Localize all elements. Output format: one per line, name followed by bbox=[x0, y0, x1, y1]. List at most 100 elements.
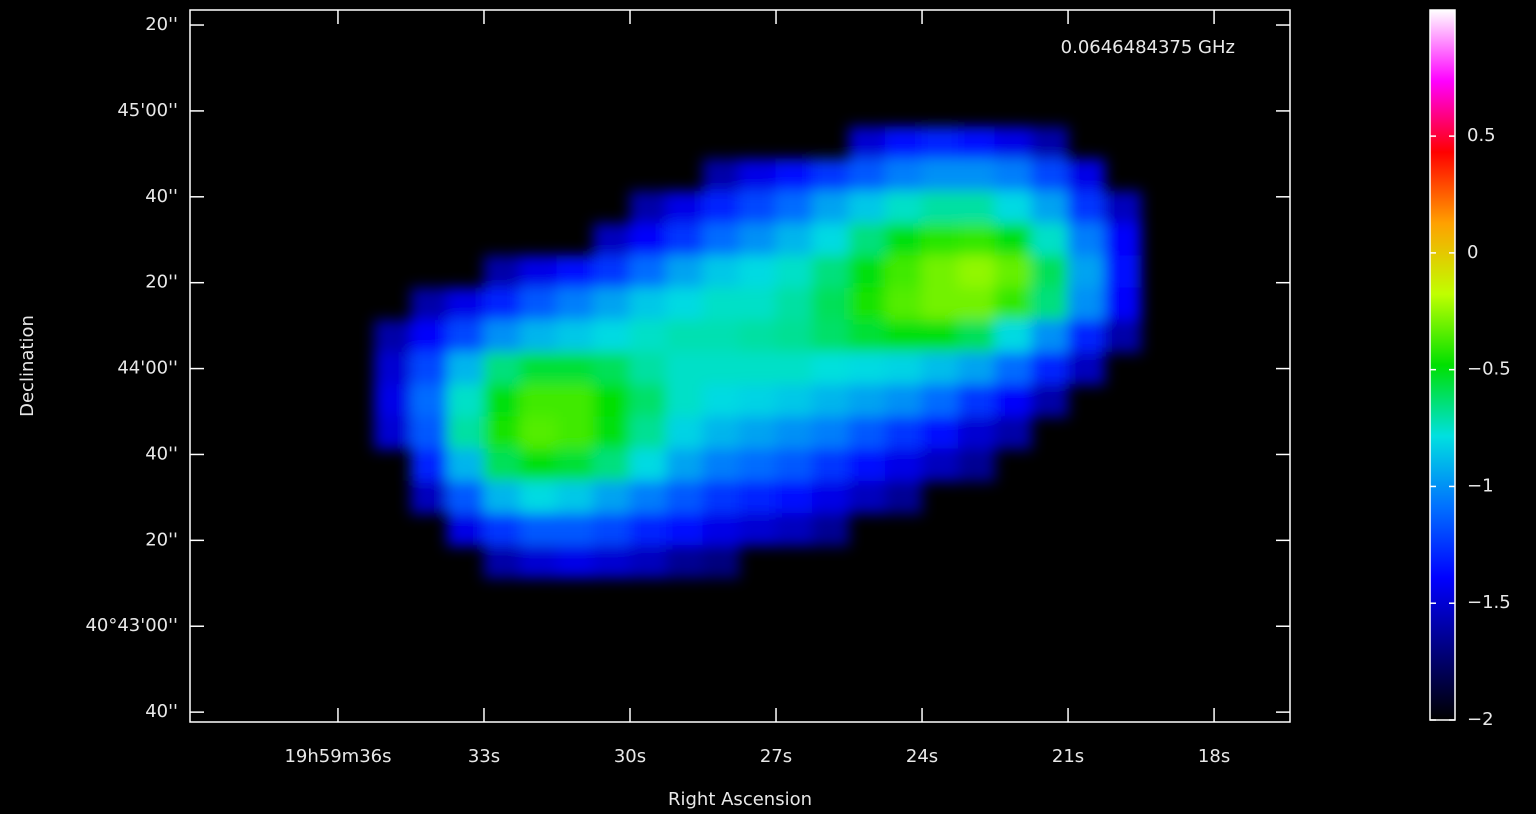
heatmap-cell bbox=[520, 320, 558, 353]
heatmap-cell bbox=[776, 449, 814, 482]
heatmap-cell bbox=[703, 255, 741, 288]
heatmap-cell bbox=[812, 513, 850, 546]
heatmap-cell bbox=[885, 416, 923, 449]
heatmap-cell bbox=[1104, 255, 1142, 288]
heatmap-cell bbox=[703, 449, 741, 482]
heatmap-cell bbox=[447, 416, 485, 449]
heatmap-cell bbox=[958, 288, 996, 321]
heatmap-cell bbox=[849, 288, 887, 321]
x-tick-label: 18s bbox=[1198, 746, 1230, 767]
heatmap-cell bbox=[739, 384, 777, 417]
heatmap-cell bbox=[374, 416, 412, 449]
heatmap-cell bbox=[374, 352, 412, 385]
heatmap-cell bbox=[447, 288, 485, 321]
x-tick-label: 24s bbox=[906, 746, 938, 767]
heatmap-cell bbox=[1068, 223, 1106, 256]
heatmap-cell bbox=[556, 449, 594, 482]
heatmap-cell bbox=[885, 159, 923, 192]
heatmap-cell bbox=[666, 545, 704, 578]
heatmap-cell bbox=[703, 416, 741, 449]
heatmap-cell bbox=[1104, 288, 1142, 321]
heatmap-cell bbox=[593, 416, 631, 449]
colorbar-tick-label: 0.5 bbox=[1467, 125, 1496, 146]
heatmap-cell bbox=[922, 223, 960, 256]
colorbar bbox=[1430, 10, 1455, 720]
heatmap-cell bbox=[520, 449, 558, 482]
heatmap-cell bbox=[447, 449, 485, 482]
heatmap-cell bbox=[1031, 320, 1069, 353]
heatmap-cell bbox=[995, 255, 1033, 288]
heatmap-cell bbox=[739, 288, 777, 321]
heatmap-cell bbox=[739, 191, 777, 224]
heatmap-cell bbox=[958, 449, 996, 482]
heatmap-cell bbox=[556, 255, 594, 288]
x-tick-label: 30s bbox=[614, 746, 646, 767]
heatmap-cell bbox=[812, 223, 850, 256]
heatmap-cell bbox=[520, 255, 558, 288]
heatmap-cell bbox=[666, 449, 704, 482]
heatmap-cell bbox=[739, 481, 777, 514]
heatmap-cell bbox=[849, 449, 887, 482]
heatmap-cell bbox=[666, 320, 704, 353]
heatmap-cell bbox=[447, 352, 485, 385]
heatmap-cell bbox=[958, 320, 996, 353]
heatmap-cell bbox=[703, 384, 741, 417]
heatmap-cell bbox=[885, 255, 923, 288]
heatmap-cell bbox=[958, 352, 996, 385]
chart: 0.0646484375 GHz Right Ascension Declina… bbox=[0, 0, 1536, 814]
heatmap-cell bbox=[922, 127, 960, 160]
heatmap-cell bbox=[666, 481, 704, 514]
heatmap-cell bbox=[630, 255, 668, 288]
heatmap-cell bbox=[812, 288, 850, 321]
heatmap-cell bbox=[520, 384, 558, 417]
heatmap-cell bbox=[739, 449, 777, 482]
heatmap-cell bbox=[593, 384, 631, 417]
heatmap-cell bbox=[483, 288, 521, 321]
heatmap-cell bbox=[1068, 352, 1106, 385]
heatmap-cell bbox=[812, 159, 850, 192]
y-tick-label: 45'00'' bbox=[117, 100, 178, 121]
heatmap-cell bbox=[1031, 288, 1069, 321]
heatmap-cell bbox=[447, 513, 485, 546]
heatmap-cell bbox=[483, 320, 521, 353]
heatmap-cell bbox=[812, 416, 850, 449]
heatmap-cell bbox=[703, 288, 741, 321]
heatmap-cell bbox=[556, 545, 594, 578]
heatmap-cell bbox=[739, 223, 777, 256]
heatmap-cell bbox=[922, 384, 960, 417]
heatmap-cell bbox=[703, 481, 741, 514]
heatmap-cell bbox=[1068, 191, 1106, 224]
y-tick-label: 40'' bbox=[145, 186, 178, 207]
heatmap-cell bbox=[776, 352, 814, 385]
heatmap-cell bbox=[666, 255, 704, 288]
heatmap-cell bbox=[922, 449, 960, 482]
heatmap-cell bbox=[849, 416, 887, 449]
heatmap-cell bbox=[630, 513, 668, 546]
heatmap-cell bbox=[885, 449, 923, 482]
heatmap-cell bbox=[483, 416, 521, 449]
heatmap-cell bbox=[922, 255, 960, 288]
heatmap-cell bbox=[374, 320, 412, 353]
y-tick-label: 20'' bbox=[145, 272, 178, 293]
heatmap-cell bbox=[849, 320, 887, 353]
heatmap-cell bbox=[630, 191, 668, 224]
heatmap-cell bbox=[885, 481, 923, 514]
heatmap-cell bbox=[447, 320, 485, 353]
heatmap-cell bbox=[1031, 255, 1069, 288]
heatmap-cell bbox=[703, 352, 741, 385]
heatmap-cell bbox=[630, 352, 668, 385]
heatmap-cell bbox=[593, 481, 631, 514]
annotation: 0.0646484375 GHz bbox=[1061, 37, 1235, 58]
heatmap-cell bbox=[1031, 191, 1069, 224]
heatmap-cell bbox=[556, 416, 594, 449]
heatmap-cell bbox=[593, 545, 631, 578]
heatmap-cell bbox=[1031, 384, 1069, 417]
heatmap-cell bbox=[1104, 191, 1142, 224]
heatmap-cell bbox=[958, 384, 996, 417]
heatmap-cell bbox=[1031, 223, 1069, 256]
heatmap-cell bbox=[630, 288, 668, 321]
heatmap-cell bbox=[776, 320, 814, 353]
heatmap-cell bbox=[1104, 223, 1142, 256]
heatmap-cell bbox=[703, 223, 741, 256]
y-tick-label: 40'' bbox=[145, 701, 178, 722]
